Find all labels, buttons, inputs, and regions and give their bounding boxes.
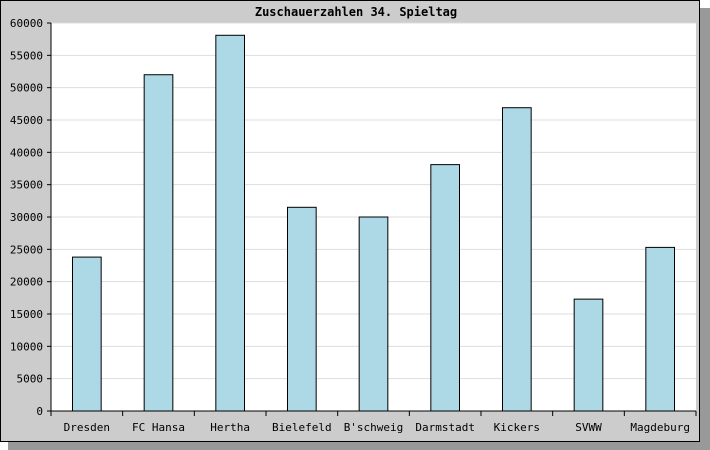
y-tick-label: 25000 [10,243,43,256]
y-tick-label: 45000 [10,114,43,127]
y-tick-label: 5000 [17,373,44,386]
y-tick-label: 20000 [10,276,43,289]
chart-title: Zuschauerzahlen 34. Spieltag [255,5,457,19]
y-tick-label: 0 [36,405,43,418]
y-tick-label: 50000 [10,82,43,95]
x-tick-label: B'schweig [344,421,404,434]
bar-dresden [72,256,102,412]
bars [72,34,675,412]
y-tick-label: 30000 [10,211,43,224]
y-tick-label: 15000 [10,308,43,321]
y-tick-labels: 0 5000 10000 15000 20000 25000 30000 35000 40000… [10,17,43,418]
y-tick-label: 60000 [10,17,43,30]
x-tick-label: Magdeburg [630,421,690,434]
x-tick-label: Dresden [64,421,110,434]
x-tick-label: FC Hansa [132,421,185,434]
y-tick-label: 55000 [10,49,43,62]
x-tick-labels: Dresden FC Hansa Hertha Bielefeld B'schweig D… [64,421,690,434]
bar-kickers [502,107,532,412]
y-tick-label: 10000 [10,340,43,353]
y-tick-label: 35000 [10,179,43,192]
bar-magdeburg [645,246,675,412]
x-tick-label: SVWW [575,421,602,434]
axes [47,22,697,416]
bar-fc-hansa [143,74,174,412]
x-tick-label: Kickers [494,421,540,434]
x-tick-label: Darmstadt [415,421,475,434]
bar-svww [573,298,604,412]
bar-chart: Zuschauerzahlen 34. Spieltag 0 5000 10000 1… [10,5,697,434]
bar-b-schweig [358,216,389,412]
bar-bielefeld [287,206,317,412]
y-tick-label: 40000 [10,146,43,159]
bar-darmstadt [430,164,461,412]
bar-hertha [215,34,245,412]
x-tick-label: Bielefeld [272,421,332,434]
chart-frame: Zuschauerzahlen 34. Spieltag 0 5000 10000 1… [0,0,700,442]
x-tick-label: Hertha [210,421,250,434]
